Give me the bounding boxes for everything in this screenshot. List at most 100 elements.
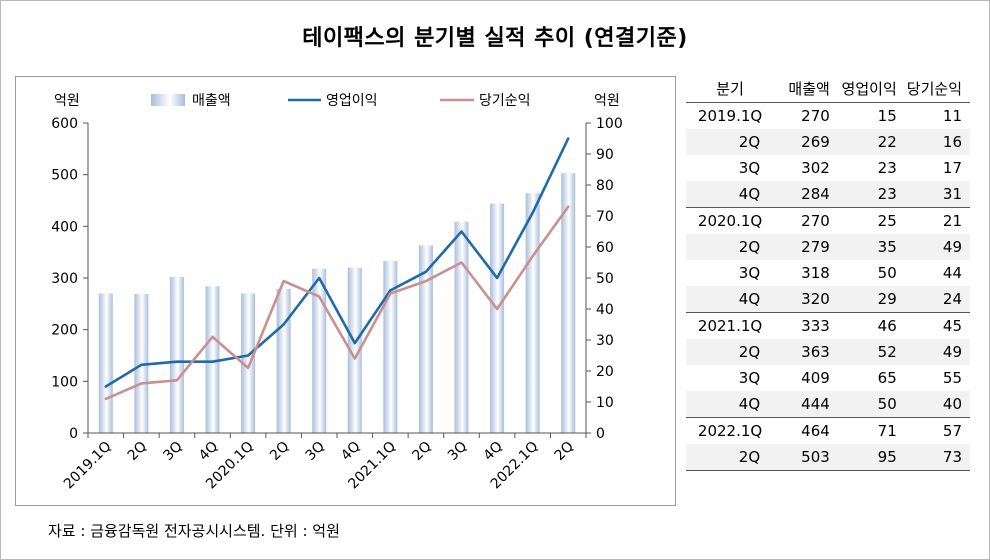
y-right-tick-label: 10: [596, 395, 614, 411]
table-value-cell: 25: [877, 212, 897, 230]
table-value-cell: 15: [877, 107, 897, 125]
y-left-tick-label: 500: [51, 168, 78, 184]
y-right-tick-label: 20: [596, 364, 614, 380]
table-row: 4Q 444 50 40: [686, 391, 970, 418]
table-value-cell: 71: [877, 422, 897, 440]
revenue-bar: [383, 260, 398, 433]
table-value-cell: 23: [833, 181, 901, 208]
revenue-bar: [241, 293, 256, 433]
table-value-cell: 17: [942, 159, 962, 177]
y-right-tick-label: 30: [596, 333, 614, 349]
table-value-cell: 11: [942, 107, 962, 125]
table-row: 4Q 320 29 24: [686, 286, 970, 313]
y-right-tick-label: 70: [596, 209, 614, 225]
x-category-label: 3Q: [445, 439, 470, 464]
table-value-cell: 320: [774, 286, 834, 313]
revenue-bar: [205, 286, 220, 433]
figure-title: 테이팩스의 분기별 실적 추이 (연결기준): [302, 26, 688, 51]
y-left-tick-label: 200: [51, 323, 78, 339]
table-row: 2021.1Q 333 46 45: [686, 313, 970, 340]
operating-profit-line: [104, 137, 570, 388]
table-value-cell: 318: [801, 264, 830, 282]
revenue-bar: [169, 276, 184, 433]
x-category-label: 2Q: [409, 439, 434, 464]
y-left-tick-label: 0: [69, 426, 78, 442]
net-income-line: [104, 205, 570, 401]
table-quarter-cell: 2021.1Q: [697, 317, 763, 335]
table-value-cell: 49: [900, 339, 970, 365]
table-value-cell: 44: [942, 264, 962, 282]
table-value-cell: 31: [900, 181, 970, 208]
x-category-label: 2Q: [552, 439, 577, 464]
table-value-cell: 57: [942, 422, 962, 440]
y-right-tick-label: 40: [596, 302, 614, 318]
table-quarter-cell: 3Q: [738, 369, 761, 387]
table-value-cell: 22: [833, 129, 901, 155]
table-quarter-cell: 2022.1Q: [697, 422, 763, 440]
table-quarter-cell: 3Q: [738, 264, 761, 282]
x-category-label: 2Q: [267, 439, 292, 464]
table-value-cell: 52: [833, 339, 901, 365]
table-row: 2020.1Q 270 25 21: [686, 208, 970, 235]
table-row: 2022.1Q 464 71 57: [686, 418, 970, 445]
table-value-cell: 363: [774, 339, 834, 365]
y-left-tick-label: 100: [51, 374, 78, 390]
table-value-cell: 40: [900, 391, 970, 418]
x-category-label: 2019.1Q: [61, 439, 115, 493]
y-left-tick-label: 300: [51, 271, 78, 287]
y-right-tick-label: 0: [596, 426, 605, 442]
table-row: 4Q 284 23 31: [686, 181, 970, 208]
revenue-bar: [276, 288, 291, 433]
table-quarter-cell: 4Q: [686, 286, 775, 313]
table-value-cell: 29: [833, 286, 901, 313]
x-category-label: 2Q: [125, 439, 150, 464]
y-right-tick-label: 90: [596, 147, 614, 163]
table-quarter-cell: 2020.1Q: [697, 212, 763, 230]
revenue-bar: [525, 193, 540, 433]
table-value-cell: 24: [900, 286, 970, 313]
y-left-axis-label: 억원: [54, 93, 80, 109]
table-row: 3Q 318 50 44: [686, 260, 970, 286]
table-header-cell: 당기순익: [900, 75, 970, 103]
x-category-label: 4Q: [196, 439, 221, 464]
table-value-cell: 45: [942, 317, 962, 335]
table-quarter-cell: 2019.1Q: [697, 107, 763, 125]
table-value-cell: 279: [774, 234, 834, 260]
x-category-label: 3Q: [160, 439, 185, 464]
table-value-cell: 21: [942, 212, 962, 230]
table-row: 2Q 503 95 73: [686, 444, 970, 471]
y-right-tick-label: 50: [596, 271, 614, 287]
chart: 0 100 200 300 400 500 600 0 10 20 30 40 50 60 70 80 90 10…: [51, 93, 623, 493]
table-quarter-cell: 4Q: [686, 391, 775, 418]
table-header-row: 분기 매출액 영업이익 당기순익: [686, 75, 970, 103]
revenue-bar: [418, 245, 433, 433]
revenue-bar: [347, 267, 362, 433]
table-row: 3Q 409 65 55: [686, 365, 970, 391]
x-category-label: 4Q: [338, 439, 363, 464]
revenue-bar: [98, 293, 113, 433]
table-value-cell: 302: [801, 159, 830, 177]
table-row: 2019.1Q 270 15 11: [686, 103, 970, 130]
revenue-bar: [454, 221, 469, 433]
table-value-cell: 35: [833, 234, 901, 260]
table-value-cell: 16: [900, 129, 970, 155]
table-value-cell: 73: [900, 444, 970, 471]
y-right-tick-label: 100: [596, 116, 623, 132]
table-quarter-cell: 2Q: [686, 444, 775, 471]
table-value-cell: 49: [900, 234, 970, 260]
table-header-cell: 분기: [686, 75, 775, 103]
revenue-bar: [312, 268, 327, 433]
table-value-cell: 23: [877, 159, 897, 177]
table-row: 2Q 279 35 49: [686, 234, 970, 260]
table-header-cell: 매출액: [774, 75, 834, 103]
table-body: 2019.1Q 270 15 11 2Q 269 22 16 3Q 302 23 17 4Q 284 23 3…: [686, 103, 970, 471]
table-value-cell: 269: [774, 129, 834, 155]
table-value-cell: 65: [877, 369, 897, 387]
table-value-cell: 270: [801, 212, 830, 230]
x-category-label: 4Q: [480, 439, 505, 464]
table-value-cell: 46: [877, 317, 897, 335]
table-row: 3Q 302 23 17: [686, 155, 970, 181]
table-quarter-cell: 2Q: [686, 234, 775, 260]
y-right-tick-label: 60: [596, 240, 614, 256]
legend-revenue-swatch: [151, 94, 185, 106]
